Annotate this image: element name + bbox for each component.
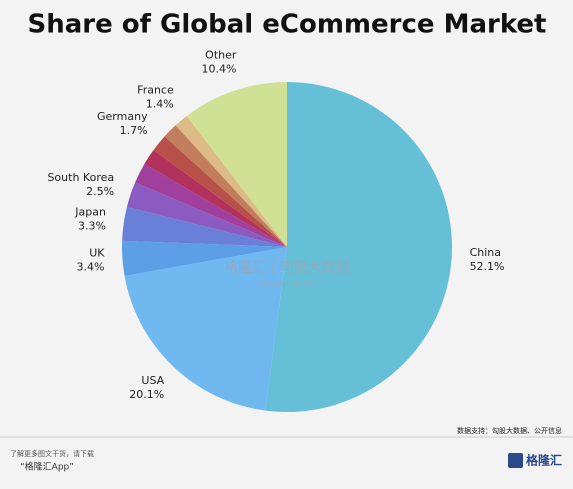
pie-slice [265, 82, 453, 413]
pie-slice [124, 247, 288, 411]
value-label: 10.4% [201, 62, 236, 75]
slice-label: Germany [97, 110, 148, 123]
logo-icon [508, 453, 523, 468]
chart-title: Share of Global eCommerce Market [28, 10, 547, 40]
pie-slice [186, 82, 287, 247]
pie-slice [135, 163, 287, 247]
slice-label: USA [141, 374, 164, 387]
pie-slice [164, 125, 287, 247]
watermark-url: www.gogudata.com [257, 281, 317, 288]
pie-slice [175, 115, 287, 248]
slice-label: Other [205, 48, 237, 61]
value-label: 3.4% [77, 260, 105, 273]
watermark: 格隆汇 | 勾股大数据 [224, 260, 350, 276]
pie-slice [122, 240, 287, 276]
slice-label: China [470, 246, 501, 259]
slice-label: UK [89, 246, 105, 259]
logo: 格隆汇 [526, 453, 562, 468]
source: 数据支持：勾股大数据、公开信息 [457, 426, 562, 435]
slice-label: Japan [74, 206, 106, 219]
value-label: 1.4% [146, 98, 174, 111]
pie-slice [144, 150, 287, 247]
footer-text: “格隆汇App” [20, 461, 74, 473]
slice-label: South Korea [47, 171, 114, 184]
value-label: 3.3% [78, 220, 106, 233]
value-label: 2.5% [86, 185, 114, 198]
pie-slice [126, 182, 288, 247]
pie [122, 82, 453, 413]
footer-text: 了解更多图文干货，请下载 [10, 449, 94, 458]
value-label: 1.7% [120, 124, 148, 137]
value-label: 52.1% [470, 260, 505, 273]
pie-slice [153, 136, 287, 247]
value-label: 20.1% [129, 388, 164, 401]
pie-slice [122, 206, 287, 247]
slice-label: France [137, 84, 174, 97]
